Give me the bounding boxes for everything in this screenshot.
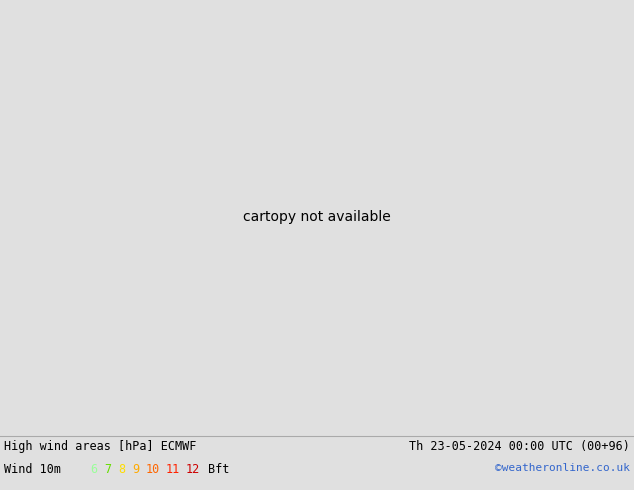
Text: Th 23-05-2024 00:00 UTC (00+96): Th 23-05-2024 00:00 UTC (00+96)	[409, 441, 630, 453]
Text: 6: 6	[90, 463, 97, 476]
Text: 11: 11	[166, 463, 180, 476]
Text: Bft: Bft	[208, 463, 230, 476]
Text: 7: 7	[104, 463, 111, 476]
Text: 10: 10	[146, 463, 160, 476]
Text: 8: 8	[118, 463, 125, 476]
Text: Wind 10m: Wind 10m	[4, 463, 61, 476]
Text: High wind areas [hPa] ECMWF: High wind areas [hPa] ECMWF	[4, 441, 197, 453]
Text: cartopy not available: cartopy not available	[243, 210, 391, 224]
Text: 12: 12	[186, 463, 200, 476]
Text: 9: 9	[132, 463, 139, 476]
Text: ©weatheronline.co.uk: ©weatheronline.co.uk	[495, 463, 630, 473]
